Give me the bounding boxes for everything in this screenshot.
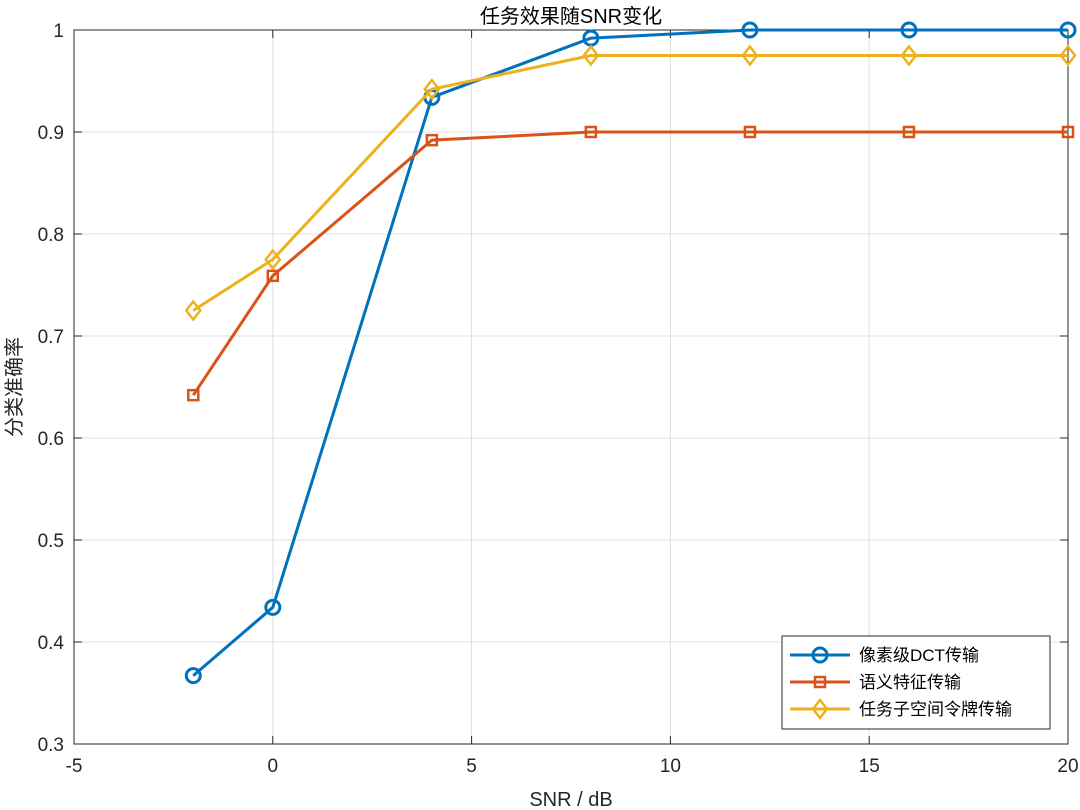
data-point (1059, 21, 1077, 39)
series-layer (184, 21, 1077, 685)
x-axis-label: SNR / dB (529, 789, 612, 810)
series-line (192, 130, 1068, 396)
y-tick-label: 0.8 (38, 225, 64, 246)
legend-marker (813, 675, 827, 689)
x-tick-label: 15 (859, 756, 880, 777)
legend-label: 任务子空间令牌传输 (859, 700, 1012, 719)
legend-label: 语义特征传输 (859, 673, 961, 692)
y-tick-label: 0.5 (38, 531, 64, 552)
x-tick-label: 20 (1057, 756, 1078, 777)
y-axis-label: 分类准确率 (3, 337, 26, 437)
y-tick-label: 1 (53, 21, 64, 42)
y-tick-label: 0.6 (38, 429, 64, 450)
y-tick-label: 0.4 (38, 633, 65, 654)
legend-label: 像素级DCT传输 (859, 646, 979, 665)
y-tick-label: 0.7 (38, 327, 64, 348)
data-point (266, 269, 280, 283)
legend-marker (811, 697, 829, 721)
data-point (900, 44, 918, 67)
legend-marker (811, 646, 829, 664)
x-tick-label: 10 (660, 756, 681, 777)
legend-item: 任务子空间令牌传输 (790, 697, 1012, 721)
data-point (1059, 44, 1077, 67)
data-point (1061, 125, 1075, 139)
y-tick-label: 0.3 (38, 735, 64, 756)
data-point (743, 125, 757, 139)
data-point (264, 248, 282, 271)
series-2 (187, 125, 1075, 402)
plot-area (73, 29, 1069, 745)
series-3 (184, 44, 1077, 322)
data-point (900, 21, 918, 39)
data-point (184, 299, 202, 322)
data-point (187, 388, 200, 402)
x-tick-label: 5 (466, 756, 477, 777)
legend-item: 语义特征传输 (790, 673, 961, 692)
chart-title: 任务效果随SNR变化 (480, 5, 662, 28)
series-line (192, 54, 1068, 312)
data-point (582, 44, 600, 67)
data-point (741, 44, 759, 67)
y-tick-label: 0.9 (38, 123, 64, 144)
data-point (423, 78, 441, 101)
data-point (741, 21, 759, 39)
data-point (264, 598, 282, 616)
data-point (184, 667, 202, 685)
axis-ticks: -5 0 5 10 15 20 0.3 0.4 0.5 0.6 0.7 0.8 0.9 1 (38, 21, 1079, 777)
data-point (584, 125, 598, 139)
data-point (902, 125, 916, 139)
x-tick-label: 0 (268, 756, 279, 777)
series-line (192, 28, 1068, 677)
legend-item: 像素级DCT传输 (790, 646, 979, 665)
x-tick-label: -5 (66, 756, 83, 777)
data-point (425, 133, 439, 147)
